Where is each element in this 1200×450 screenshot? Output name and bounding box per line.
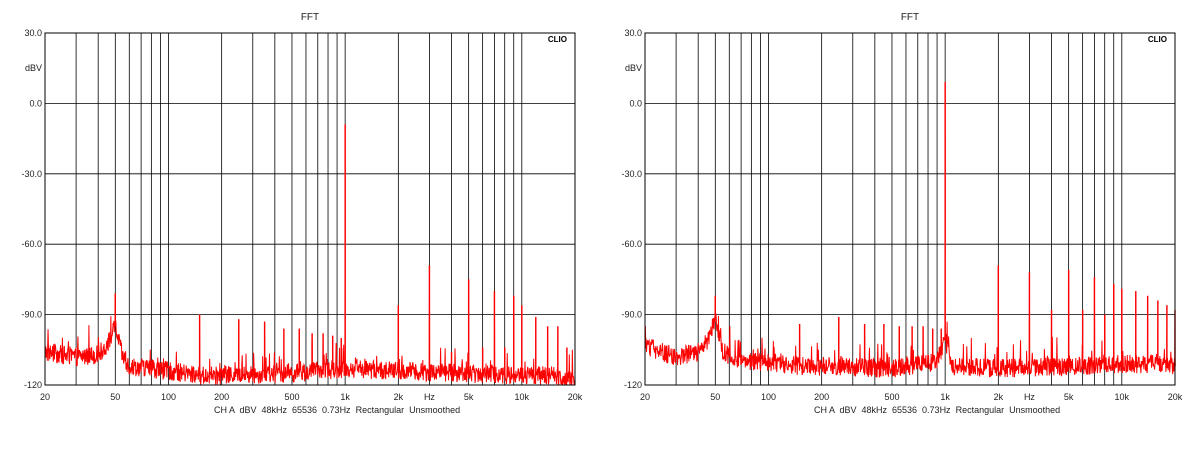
x-tick-label: 200 xyxy=(814,392,829,402)
fft-chart-right: FFT CLIO 30.0 0.0 -30.0 -60.0 -90.0 -120 dBV 20 50… xyxy=(621,12,1182,415)
x-tick-label: 5k xyxy=(1064,392,1074,402)
x-tick-label: 5k xyxy=(464,392,474,402)
chart-footer: CH A dBV 48kHz 65536 0.73Hz Rectangular … xyxy=(214,405,460,415)
y-tick-label: 30.0 xyxy=(24,28,42,38)
plot-frame xyxy=(644,32,1176,386)
y-axis-label: dBV xyxy=(625,63,642,73)
y-tick-label: -120 xyxy=(624,380,642,390)
plot-frame xyxy=(44,32,576,386)
x-tick-label: 2k xyxy=(994,392,1004,402)
x-tick-label: 100 xyxy=(761,392,776,402)
y-tick-label: -30.0 xyxy=(21,169,42,179)
spectrum-line xyxy=(644,82,1176,378)
y-tick-label: -120 xyxy=(24,380,42,390)
y-tick-label: 0.0 xyxy=(29,98,42,108)
x-tick-label: 20k xyxy=(568,392,583,402)
spectrum-line xyxy=(44,124,576,386)
x-tick-label: 200 xyxy=(214,392,229,402)
clio-logo: CLIO xyxy=(1148,35,1167,44)
x-tick-label: 10k xyxy=(1115,392,1130,402)
x-tick-label: 20 xyxy=(640,392,650,402)
x-tick-label: 50 xyxy=(110,392,120,402)
plot-area xyxy=(45,33,575,385)
plot-area xyxy=(645,33,1175,385)
chart-footer: CH A dBV 48kHz 65536 0.73Hz Rectangular … xyxy=(814,405,1060,415)
x-tick-label: 20k xyxy=(1168,392,1183,402)
x-axis-label: Hz xyxy=(424,392,435,402)
y-tick-label: 0.0 xyxy=(629,98,642,108)
x-tick-label: 20 xyxy=(40,392,50,402)
y-tick-label: -60.0 xyxy=(21,239,42,249)
fft-chart-left: FFT CLIO 30.0 0.0 -30.0 -60.0 -90.0 -120 dBV 20 50… xyxy=(21,12,582,415)
x-tick-label: 1k xyxy=(340,392,350,402)
x-axis-label: Hz xyxy=(1024,392,1035,402)
y-tick-label: -60.0 xyxy=(621,239,642,249)
x-tick-label: 50 xyxy=(710,392,720,402)
clio-logo: CLIO xyxy=(548,35,567,44)
y-tick-label: -90.0 xyxy=(621,310,642,320)
x-tick-label: 10k xyxy=(515,392,530,402)
y-axis-label: dBV xyxy=(25,63,42,73)
y-tick-label: 30.0 xyxy=(624,28,642,38)
chart-title: FFT xyxy=(901,12,919,23)
x-tick-label: 100 xyxy=(161,392,176,402)
x-tick-label: 500 xyxy=(884,392,899,402)
x-tick-label: 500 xyxy=(284,392,299,402)
x-tick-label: 1k xyxy=(940,392,950,402)
x-tick-label: 2k xyxy=(394,392,404,402)
chart-title: FFT xyxy=(301,12,319,23)
y-tick-label: -30.0 xyxy=(621,169,642,179)
y-tick-label: -90.0 xyxy=(21,310,42,320)
